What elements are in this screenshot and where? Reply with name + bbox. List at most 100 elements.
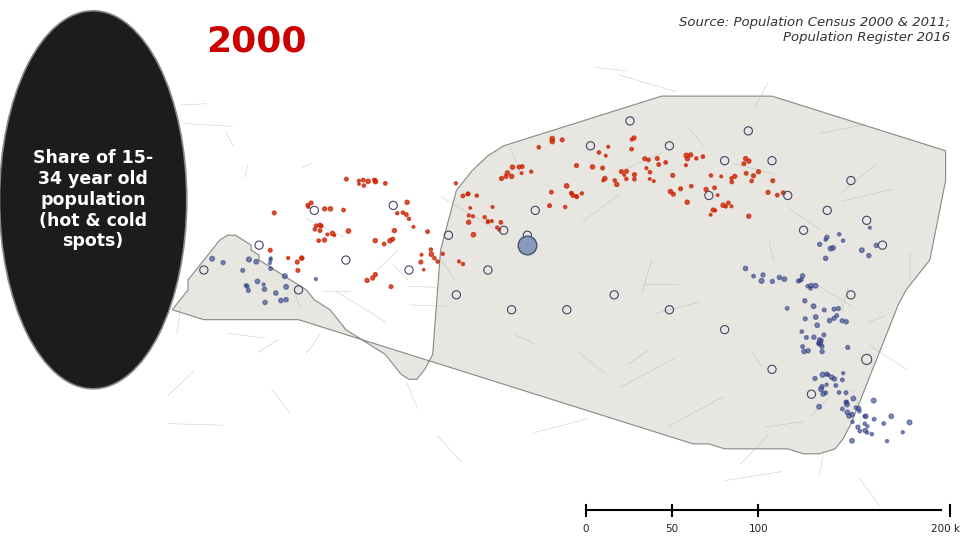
Point	[658, 158, 673, 167]
Point	[531, 143, 546, 152]
Point	[817, 306, 832, 314]
Point	[780, 304, 795, 313]
Point	[619, 167, 635, 176]
Point	[684, 182, 699, 191]
Point	[835, 369, 851, 377]
Point	[461, 190, 476, 198]
Point	[854, 246, 870, 254]
Point	[650, 154, 665, 163]
Point	[359, 276, 374, 285]
Point	[490, 223, 505, 232]
Point	[713, 172, 729, 181]
Point	[845, 436, 860, 445]
Point	[661, 141, 677, 150]
Point	[618, 174, 634, 183]
Point	[845, 417, 860, 426]
Bar	[156, 22, 946, 518]
Point	[460, 190, 475, 199]
Point	[263, 256, 278, 265]
Point	[765, 177, 780, 185]
Point	[496, 226, 512, 234]
Point	[798, 314, 813, 323]
Point	[492, 225, 507, 234]
Point	[461, 218, 476, 227]
Point	[794, 275, 809, 284]
Point	[845, 410, 860, 419]
Point	[680, 198, 695, 206]
Point	[569, 193, 585, 201]
Point	[851, 423, 866, 431]
Point	[835, 237, 851, 245]
Text: Share of 15-
34 year old
population
(hot & cold
spots): Share of 15- 34 year old population (hot…	[33, 149, 154, 251]
Point	[291, 286, 306, 294]
Point	[738, 154, 754, 163]
Point	[469, 191, 485, 200]
Point	[861, 251, 876, 260]
Point	[708, 206, 723, 215]
Point	[642, 174, 658, 183]
Point	[399, 198, 415, 207]
Point	[493, 218, 509, 227]
Point	[356, 181, 372, 190]
Point	[795, 272, 810, 280]
Point	[678, 161, 693, 170]
Point	[574, 189, 589, 198]
Point	[797, 347, 812, 356]
Point	[583, 141, 598, 150]
Point	[204, 254, 220, 263]
Point	[710, 191, 726, 199]
Point	[448, 179, 464, 187]
Point	[317, 205, 332, 213]
Point	[477, 213, 492, 221]
Text: Source: Population Census 2000 & 2011;
Population Register 2016: Source: Population Census 2000 & 2011; P…	[679, 16, 950, 44]
Point	[312, 226, 327, 235]
Point	[765, 277, 780, 286]
Point	[843, 291, 858, 299]
Point	[338, 256, 353, 265]
Point	[746, 272, 761, 280]
Point	[235, 266, 251, 275]
Point	[622, 117, 637, 125]
Point	[724, 202, 739, 211]
Text: 50: 50	[665, 524, 679, 534]
Point	[326, 231, 342, 240]
Point	[466, 212, 481, 220]
Ellipse shape	[0, 11, 187, 389]
Point	[816, 330, 831, 339]
Point	[715, 201, 731, 210]
Point	[624, 145, 639, 153]
Point	[812, 240, 828, 248]
Point	[463, 204, 478, 212]
Point	[838, 318, 853, 326]
Point	[799, 333, 814, 342]
Point	[673, 185, 688, 193]
Point	[840, 343, 855, 352]
Point	[500, 168, 516, 177]
Point	[267, 208, 282, 217]
Point	[901, 418, 917, 427]
Point	[427, 254, 443, 262]
Point	[834, 375, 850, 384]
Point	[351, 177, 367, 185]
Point	[814, 342, 829, 350]
Point	[523, 167, 539, 176]
Polygon shape	[172, 96, 946, 454]
Point	[367, 176, 382, 184]
Point	[661, 306, 677, 314]
Point	[823, 244, 838, 253]
Point	[555, 136, 570, 144]
Point	[879, 437, 895, 445]
Point	[257, 298, 273, 307]
Point	[360, 177, 375, 186]
Point	[544, 137, 560, 146]
Point	[777, 275, 792, 284]
Point	[864, 430, 879, 438]
Point	[721, 199, 736, 207]
Point	[831, 230, 847, 239]
Point	[307, 225, 323, 234]
Point	[834, 316, 850, 325]
Point	[387, 226, 402, 235]
Point	[680, 154, 695, 163]
Point	[772, 273, 787, 282]
Point	[699, 185, 714, 194]
